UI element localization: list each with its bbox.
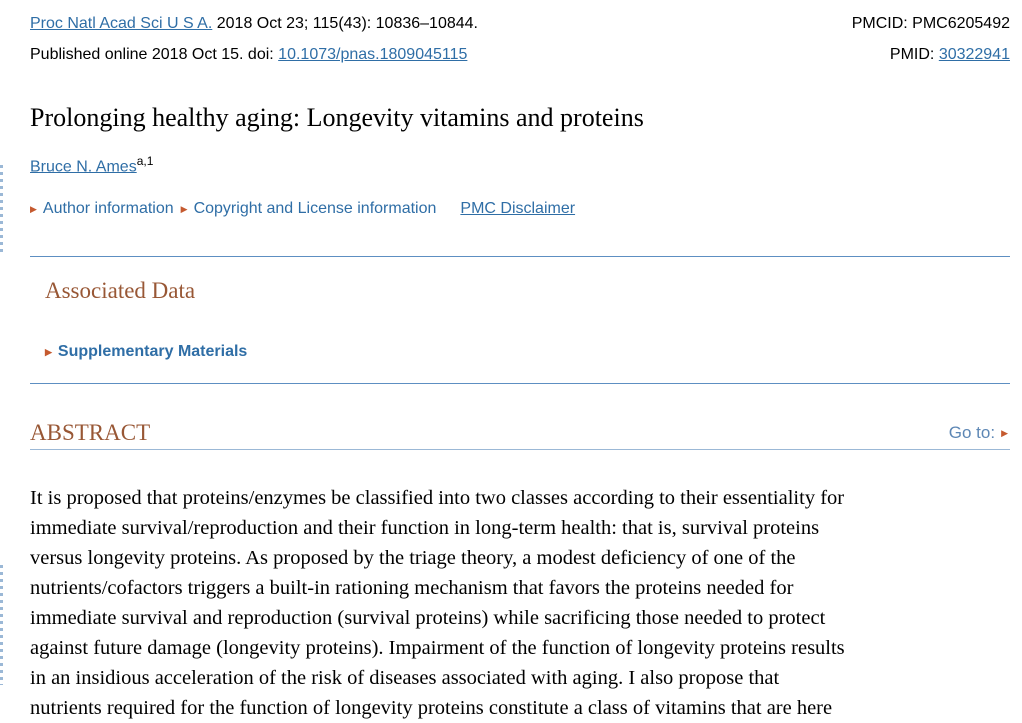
triangle-right-icon: ▶ [180, 203, 188, 214]
triangle-right-icon: ▶ [45, 346, 52, 357]
abstract-line: It is proposed that proteins/enzymes be … [30, 487, 845, 509]
author-line: Bruce N. Amesa,1 [30, 154, 153, 176]
abstract-line: in an insidious acceleration of the risk… [30, 667, 780, 689]
article-ids: PMCID: PMC6205492 PMID: 30322941 [852, 14, 1010, 76]
triangle-right-icon: ▶ [1001, 427, 1008, 438]
abstract-heading: ABSTRACT [30, 420, 151, 445]
divider [30, 383, 1010, 384]
pmcid: PMCID: PMC6205492 [851, 15, 1010, 32]
citation-details: 2018 Oct 23; 115(43): 10836–10844. [212, 15, 478, 32]
left-edge-decoration [0, 565, 3, 685]
doi-link[interactable]: 10.1073/pnas.1809045115 [278, 46, 468, 63]
article-meta-links: ▶ Author information ▶ Copyright and Licen… [30, 200, 575, 218]
article-title: Prolonging healthy aging: Longevity vita… [30, 103, 644, 132]
abstract-line: versus longevity proteins. As proposed b… [30, 547, 796, 569]
divider [30, 449, 1010, 450]
pmid-label: PMID: [889, 46, 939, 63]
left-edge-decoration [0, 165, 3, 255]
published-line: Published online 2018 Oct 15. doi: 10.10… [30, 45, 467, 65]
author-affiliation-sup: a,1 [136, 154, 154, 168]
abstract-text: It is proposed that proteins/enzymes be … [30, 483, 845, 723]
abstract-line: against future damage (longevity protein… [30, 637, 845, 659]
citation-line: Proc Natl Acad Sci U S A. 2018 Oct 23; 1… [30, 14, 478, 34]
divider [30, 256, 1010, 257]
pmid-link[interactable]: 30322941 [938, 46, 1010, 63]
published-text: Published online 2018 Oct 15. doi: [30, 46, 279, 63]
abstract-line: immediate survival/reproduction and thei… [30, 517, 820, 539]
triangle-right-icon: ▶ [30, 203, 37, 214]
pmc-disclaimer-link[interactable]: PMC Disclaimer [460, 200, 576, 217]
abstract-line: nutrients required for the function of l… [30, 697, 833, 719]
supplementary-materials-toggle[interactable]: ▶ Supplementary Materials [45, 343, 248, 360]
journal-link[interactable]: Proc Natl Acad Sci U S A. [30, 15, 213, 32]
abstract-line: nutrients/cofactors triggers a built-in … [30, 577, 794, 599]
author-link[interactable]: Bruce N. Ames [30, 158, 137, 176]
author-information-toggle[interactable]: ▶ Author information [30, 200, 174, 217]
goto-menu[interactable]: Go to: ▶ [948, 423, 1008, 442]
abstract-line: immediate survival and reproduction (sur… [30, 607, 826, 629]
copyright-toggle[interactable]: ▶ Copyright and License information [180, 200, 437, 217]
associated-data-heading: Associated Data [45, 278, 196, 303]
